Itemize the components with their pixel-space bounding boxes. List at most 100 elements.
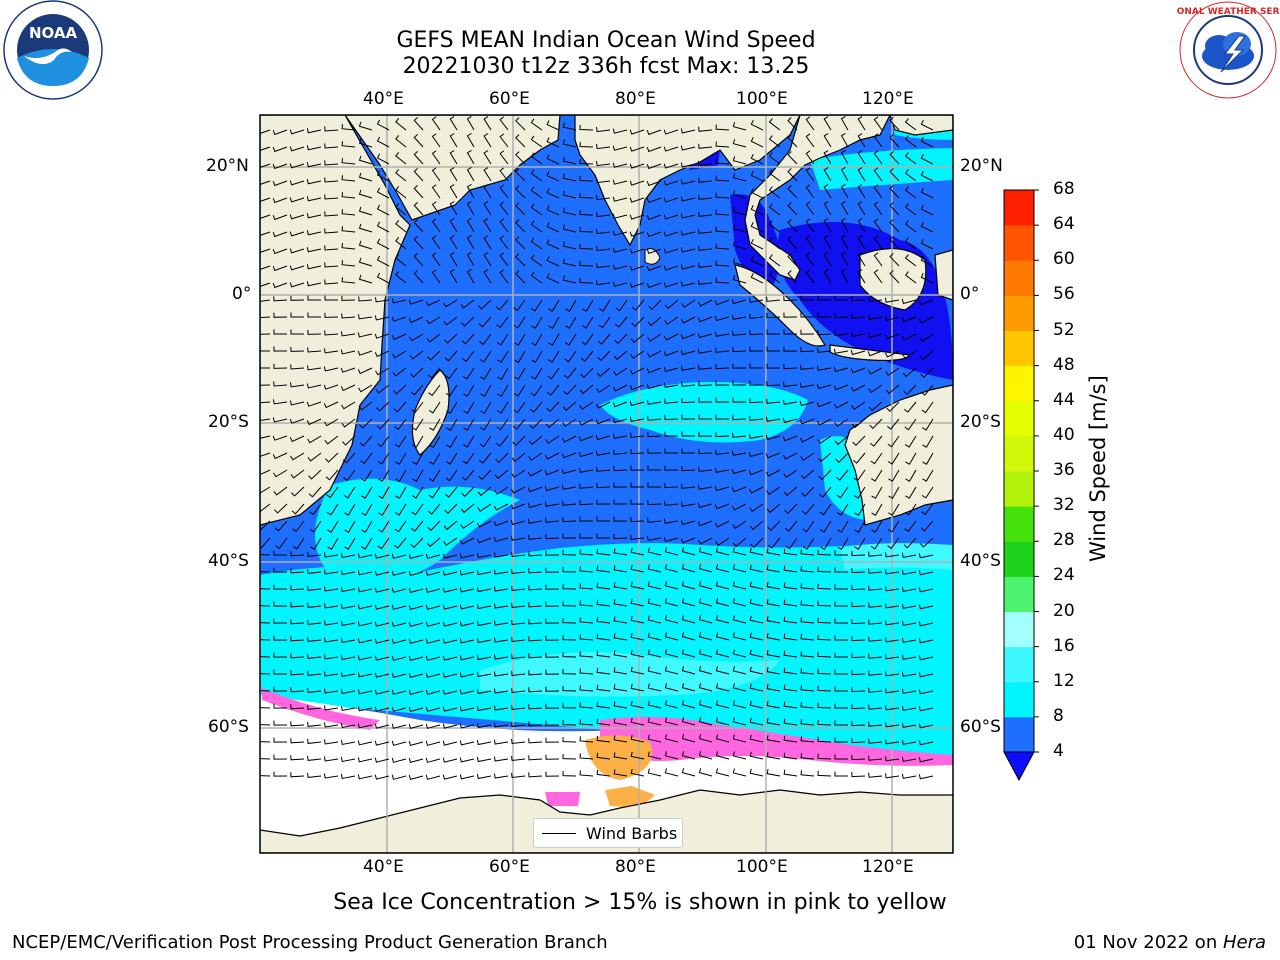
wind-barb xyxy=(596,127,611,133)
colorbar-segment xyxy=(1004,190,1034,226)
wind-barb xyxy=(395,186,407,199)
wind-barb xyxy=(273,771,288,777)
wind-barb xyxy=(918,570,934,576)
wind-barb xyxy=(476,722,492,729)
wind-barb xyxy=(459,587,475,593)
wind-barb xyxy=(307,721,322,727)
colorbar-extend-arrow xyxy=(1003,751,1035,782)
wind-barb xyxy=(698,414,712,420)
wind-barb xyxy=(889,168,900,182)
wind-barb xyxy=(698,768,713,777)
wind-barb xyxy=(904,418,917,431)
wind-barb xyxy=(309,503,322,516)
wind-barb xyxy=(427,350,441,361)
wind-barb xyxy=(663,366,679,373)
wind-barb xyxy=(868,738,883,744)
wind-barb xyxy=(579,617,594,624)
wind-barb xyxy=(289,382,305,388)
footer-timestamp: 01 Nov 2022 on Hera xyxy=(1074,932,1266,953)
wind-barb xyxy=(715,537,730,546)
wind-barb xyxy=(391,621,407,627)
wind-barb xyxy=(715,243,730,250)
wind-barb xyxy=(800,295,815,301)
wind-barb xyxy=(715,751,730,760)
wind-barb xyxy=(289,248,305,254)
wind-barb xyxy=(527,518,543,524)
wind-barb xyxy=(834,330,849,336)
wind-barb xyxy=(272,129,288,136)
wind-barb xyxy=(510,503,526,510)
wind-barb xyxy=(647,751,662,760)
wind-barb xyxy=(853,469,866,482)
wind-barb xyxy=(358,296,373,302)
wind-barb xyxy=(260,333,271,335)
wind-barb xyxy=(768,254,781,267)
wind-barb xyxy=(391,740,407,746)
wind-barb xyxy=(344,503,356,516)
wind-barb xyxy=(715,380,730,386)
wind-barb xyxy=(768,203,781,216)
wind-barb xyxy=(834,418,849,427)
wind-barb xyxy=(800,452,815,461)
wind-barb xyxy=(596,633,611,641)
land-madagascar xyxy=(411,369,450,456)
wind-barb xyxy=(562,190,577,199)
wind-barb xyxy=(511,772,526,779)
wind-barb xyxy=(681,615,696,624)
wind-barb xyxy=(905,452,917,465)
wind-barb xyxy=(513,299,526,312)
wind-barb xyxy=(307,704,322,710)
wind-barb xyxy=(698,245,713,251)
wind-barb xyxy=(630,700,645,709)
wind-barb xyxy=(766,313,781,319)
wind-barb xyxy=(715,649,730,658)
wind-barb xyxy=(698,734,713,743)
wind-barb xyxy=(494,469,509,480)
wind-barb xyxy=(851,568,866,574)
wind-barb xyxy=(918,587,934,593)
wind-barb xyxy=(630,734,645,743)
wind-barb xyxy=(782,399,798,405)
wind-barb xyxy=(888,503,900,516)
wind-barb xyxy=(732,564,747,573)
wind-barb xyxy=(290,312,305,318)
wind-barb xyxy=(307,568,322,574)
sea-ice-patch-b xyxy=(605,786,655,808)
wind-barb xyxy=(483,116,492,131)
wind-barb xyxy=(545,534,560,540)
wind-barb xyxy=(840,201,849,216)
wind-barb xyxy=(357,314,373,320)
wind-barb xyxy=(511,704,526,711)
wind-barb xyxy=(357,350,373,356)
wind-barb xyxy=(260,180,271,185)
wind-barb xyxy=(805,252,815,267)
wind-barb xyxy=(901,739,917,745)
wind-barb xyxy=(391,570,407,576)
colorbar-tick-label: 64 xyxy=(1053,214,1075,235)
wind-barb xyxy=(323,773,339,779)
wind-barb xyxy=(515,134,526,148)
colorbar-tick-label: 24 xyxy=(1053,565,1075,586)
wind-barb xyxy=(749,615,764,624)
wind-barb xyxy=(664,615,679,624)
wind-barb xyxy=(428,384,441,397)
wind-barb xyxy=(800,583,815,590)
wind-barb xyxy=(528,619,543,625)
wind-barb xyxy=(732,581,747,590)
wind-barb xyxy=(260,639,271,641)
wind-barb xyxy=(612,401,628,408)
wind-barb xyxy=(817,312,832,318)
wind-barb xyxy=(783,296,798,302)
wind-barb xyxy=(272,248,288,255)
wind-barb xyxy=(307,585,322,591)
lon-tick-top-100e: 100°E xyxy=(736,89,788,109)
wind-barb xyxy=(834,584,849,590)
wind-barb xyxy=(442,706,458,712)
wind-barb xyxy=(546,137,560,148)
wind-barb xyxy=(873,235,883,250)
wind-barb xyxy=(595,450,611,456)
wind-barb xyxy=(408,638,424,644)
wind-barb xyxy=(562,737,577,743)
wind-barb xyxy=(596,178,611,184)
wind-barb xyxy=(511,721,526,728)
